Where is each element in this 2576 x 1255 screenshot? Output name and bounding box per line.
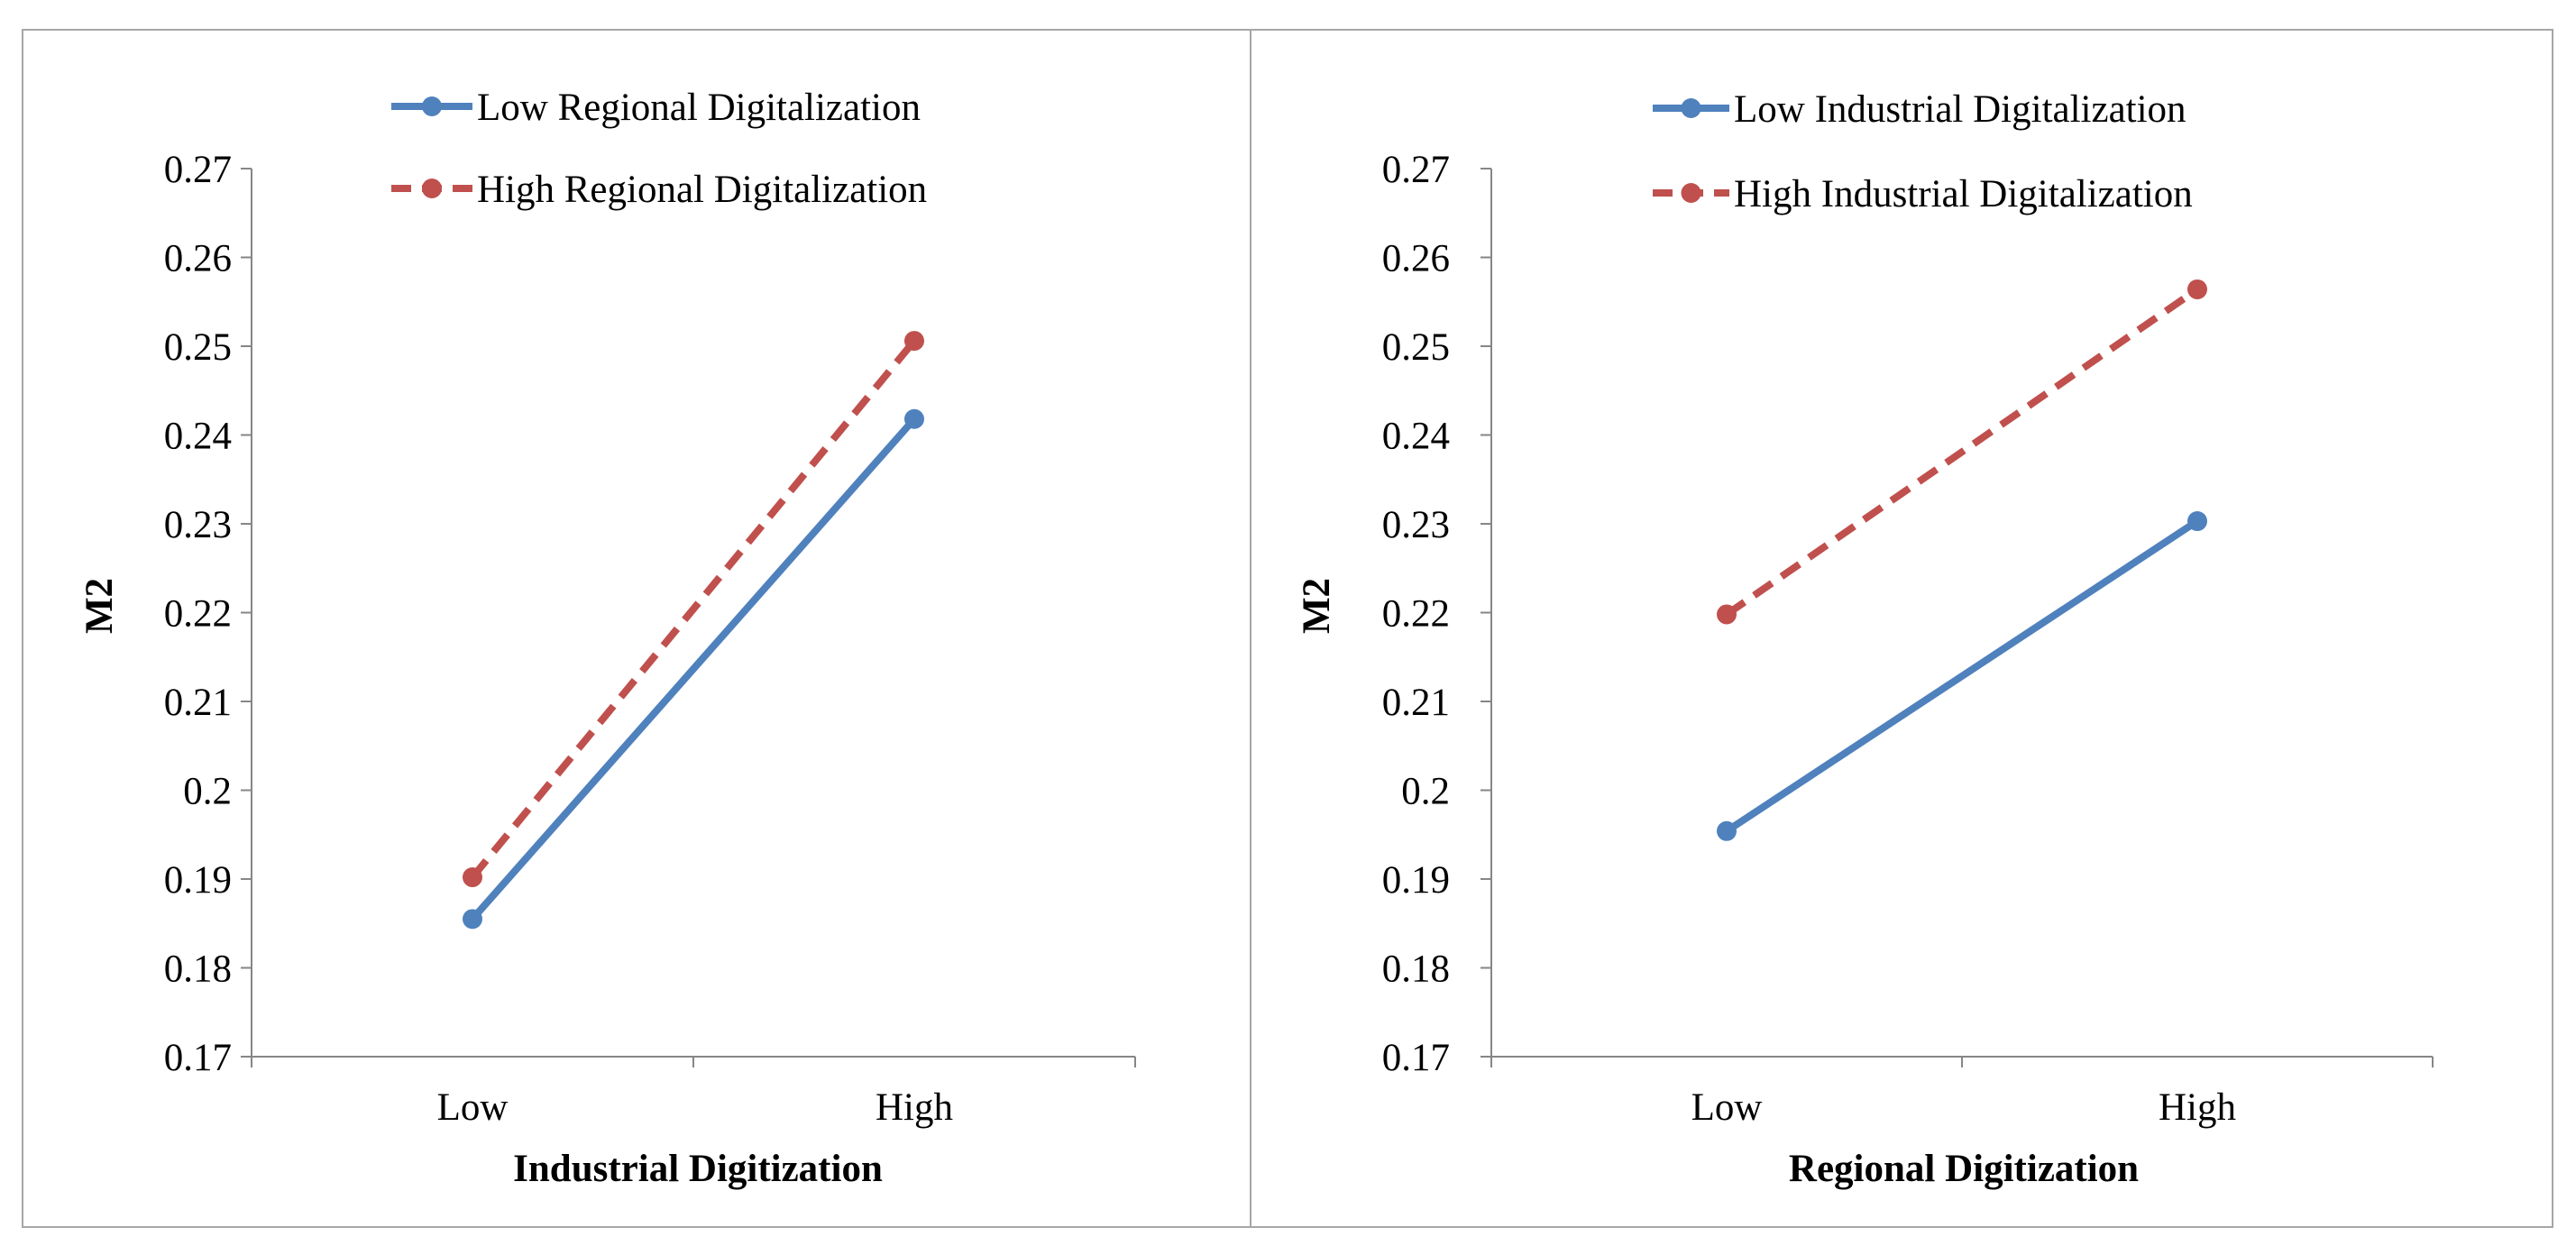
x-tick-label: High [875, 1086, 953, 1129]
y-tick-label: 0.24 [164, 416, 232, 458]
data-point-high [463, 867, 482, 888]
y-tick-label: 0.22 [164, 593, 232, 636]
y-tick-label: 0.27 [164, 149, 232, 191]
series-line-high [1724, 286, 2200, 618]
legend-swatch-marker [1681, 183, 1701, 203]
data-point-high [1717, 604, 1737, 625]
legend-label: Low Regional Digitalization [477, 87, 921, 129]
y-tick-label: 0.17 [164, 1037, 232, 1079]
chart-left: 0.17 0.18 0.19 0.2 0.21 0.22 0.23 0.24 0.25 0.26 0… [78, 87, 1136, 1190]
y-tick-label: 0.22 [1382, 593, 1450, 636]
y-tick-label: 0.19 [1382, 859, 1450, 902]
y-tick-label: 0.17 [1382, 1037, 1450, 1079]
x-tick-label: High [2159, 1086, 2236, 1129]
chart-right: 0.17 0.18 0.19 0.2 0.21 0.22 0.23 0.24 0.25 0.26 0… [1296, 88, 2434, 1190]
legend-label: High Regional Digitalization [477, 169, 927, 211]
y-axis-title: M2 [78, 578, 121, 634]
y-tick-label: 0.18 [1382, 948, 1450, 991]
panel-divider [1250, 29, 1251, 1228]
legend-swatch-marker [422, 179, 442, 198]
data-point-high [904, 331, 924, 352]
y-tick-label: 0.23 [1382, 504, 1450, 546]
series-line-low [1724, 518, 2200, 835]
data-point-low [1717, 820, 1737, 841]
y-tick-label: 0.21 [164, 682, 232, 724]
y-tick-label: 0.19 [164, 859, 232, 902]
data-point-low [463, 909, 482, 930]
y-tick-label: 0.26 [164, 238, 232, 280]
x-axis-title: Industrial Digitization [513, 1148, 883, 1190]
series-line-low [470, 417, 917, 921]
x-tick-label: Low [1691, 1086, 1763, 1129]
data-point-high [2187, 279, 2207, 299]
y-tick-label: 0.2 [183, 771, 232, 813]
y-axis-title: M2 [1296, 578, 1338, 634]
y-tick-label: 0.24 [1382, 416, 1450, 458]
y-tick-label: 0.25 [164, 326, 232, 369]
y-tick-label: 0.21 [1382, 682, 1450, 724]
x-axis-title: Regional Digitization [1789, 1148, 2139, 1190]
y-tick-label: 0.23 [164, 504, 232, 546]
legend-swatch-marker [1681, 98, 1701, 118]
legend-swatch-marker [422, 96, 442, 116]
figure-frame [22, 29, 2553, 1228]
legend-label: High Industrial Digitalization [1734, 173, 2193, 215]
y-tick-label: 0.25 [1382, 326, 1450, 369]
y-tick-label: 0.26 [1382, 238, 1450, 280]
data-point-low [2187, 511, 2207, 532]
y-tick-label: 0.2 [1401, 771, 1450, 813]
x-tick-label: Low [437, 1086, 509, 1129]
y-tick-label: 0.18 [164, 948, 232, 991]
y-tick-label: 0.27 [1382, 149, 1450, 191]
series-line-high [469, 338, 918, 880]
data-point-low [904, 408, 924, 429]
legend-label: Low Industrial Digitalization [1734, 88, 2186, 131]
